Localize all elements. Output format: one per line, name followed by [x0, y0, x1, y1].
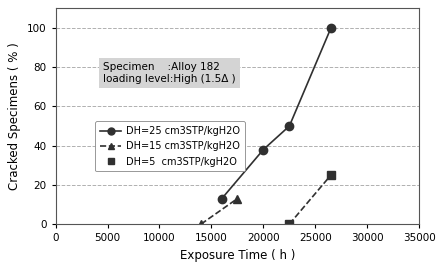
DH=25 cm3STP/kgH2O [219, 197, 225, 200]
X-axis label: Exposure Time ( h ): Exposure Time ( h ) [180, 249, 295, 262]
Text: Specimen    :Alloy 182
loading level:High (1.5Δ ): Specimen :Alloy 182 loading level:High (… [103, 62, 235, 84]
Line: DH=5  cm3STP/kgH2O: DH=5 cm3STP/kgH2O [285, 171, 335, 228]
DH=15 cm3STP/kgH2O [198, 222, 204, 226]
Legend: DH=25 cm3STP/kgH2O, DH=15 cm3STP/kgH2O, DH=5  cm3STP/kgH2O: DH=25 cm3STP/kgH2O, DH=15 cm3STP/kgH2O, … [95, 121, 245, 171]
DH=25 cm3STP/kgH2O [328, 26, 333, 30]
Y-axis label: Cracked Specimens ( % ): Cracked Specimens ( % ) [8, 42, 21, 190]
Line: DH=15 cm3STP/kgH2O: DH=15 cm3STP/kgH2O [197, 194, 242, 228]
Line: DH=25 cm3STP/kgH2O: DH=25 cm3STP/kgH2O [218, 24, 335, 203]
DH=25 cm3STP/kgH2O [287, 124, 292, 128]
DH=5  cm3STP/kgH2O [287, 222, 292, 226]
DH=25 cm3STP/kgH2O [261, 148, 266, 151]
DH=15 cm3STP/kgH2O [235, 197, 240, 200]
DH=5  cm3STP/kgH2O [328, 173, 333, 177]
